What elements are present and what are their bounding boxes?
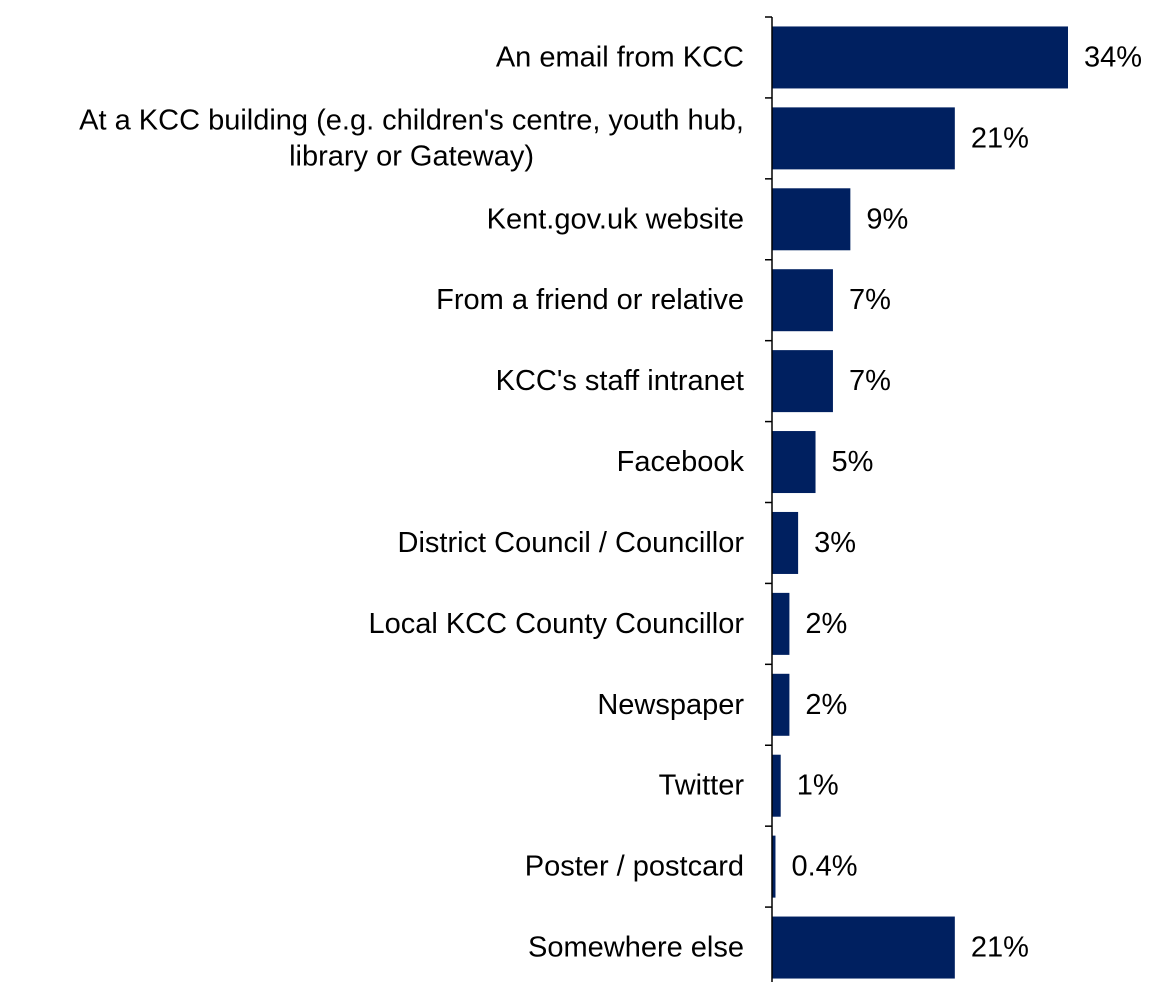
category-label: Somewhere else	[528, 932, 744, 964]
value-label: 7%	[849, 284, 891, 316]
category-axis	[765, 16, 773, 982]
value-label: 2%	[805, 689, 847, 721]
bars-group	[772, 26, 1068, 979]
value-labels: 34% 21% 9% 7% 7% 5% 3% 2% 2% 1% 0.4% 21%	[791, 41, 1142, 963]
value-label: 0.4%	[791, 851, 857, 883]
category-labels: An email from KCC At a KCC building (e.g.…	[79, 41, 744, 963]
bar	[772, 107, 955, 170]
bar	[772, 673, 790, 736]
category-label: KCC's staff intranet	[496, 365, 744, 397]
category-label: Kent.gov.uk website	[487, 203, 744, 235]
bar	[772, 26, 1068, 89]
category-label: Newspaper	[597, 689, 744, 721]
value-label: 21%	[971, 122, 1029, 154]
bar	[772, 835, 776, 898]
bar	[772, 754, 781, 817]
value-label: 34%	[1084, 41, 1142, 73]
bar	[772, 592, 790, 655]
category-label: Local KCC County Councillor	[368, 608, 744, 640]
bar	[772, 188, 851, 251]
value-label: 2%	[805, 608, 847, 640]
bar	[772, 350, 833, 413]
category-label: Poster / postcard	[525, 851, 744, 883]
category-label: Twitter	[659, 770, 745, 802]
value-label: 1%	[797, 770, 839, 802]
bar	[772, 511, 799, 574]
value-label: 9%	[866, 203, 908, 235]
value-label: 7%	[849, 365, 891, 397]
bar	[772, 431, 816, 494]
value-label: 5%	[832, 446, 874, 478]
category-label: District Council / Councillor	[398, 527, 745, 559]
category-label: An email from KCC	[496, 41, 744, 73]
value-label: 3%	[814, 527, 856, 559]
value-label: 21%	[971, 932, 1029, 964]
category-label: At a KCC building (e.g. children's centr…	[79, 104, 744, 172]
bar	[772, 269, 833, 332]
category-label: Facebook	[617, 446, 745, 478]
bar	[772, 916, 955, 979]
category-label: From a friend or relative	[436, 284, 744, 316]
